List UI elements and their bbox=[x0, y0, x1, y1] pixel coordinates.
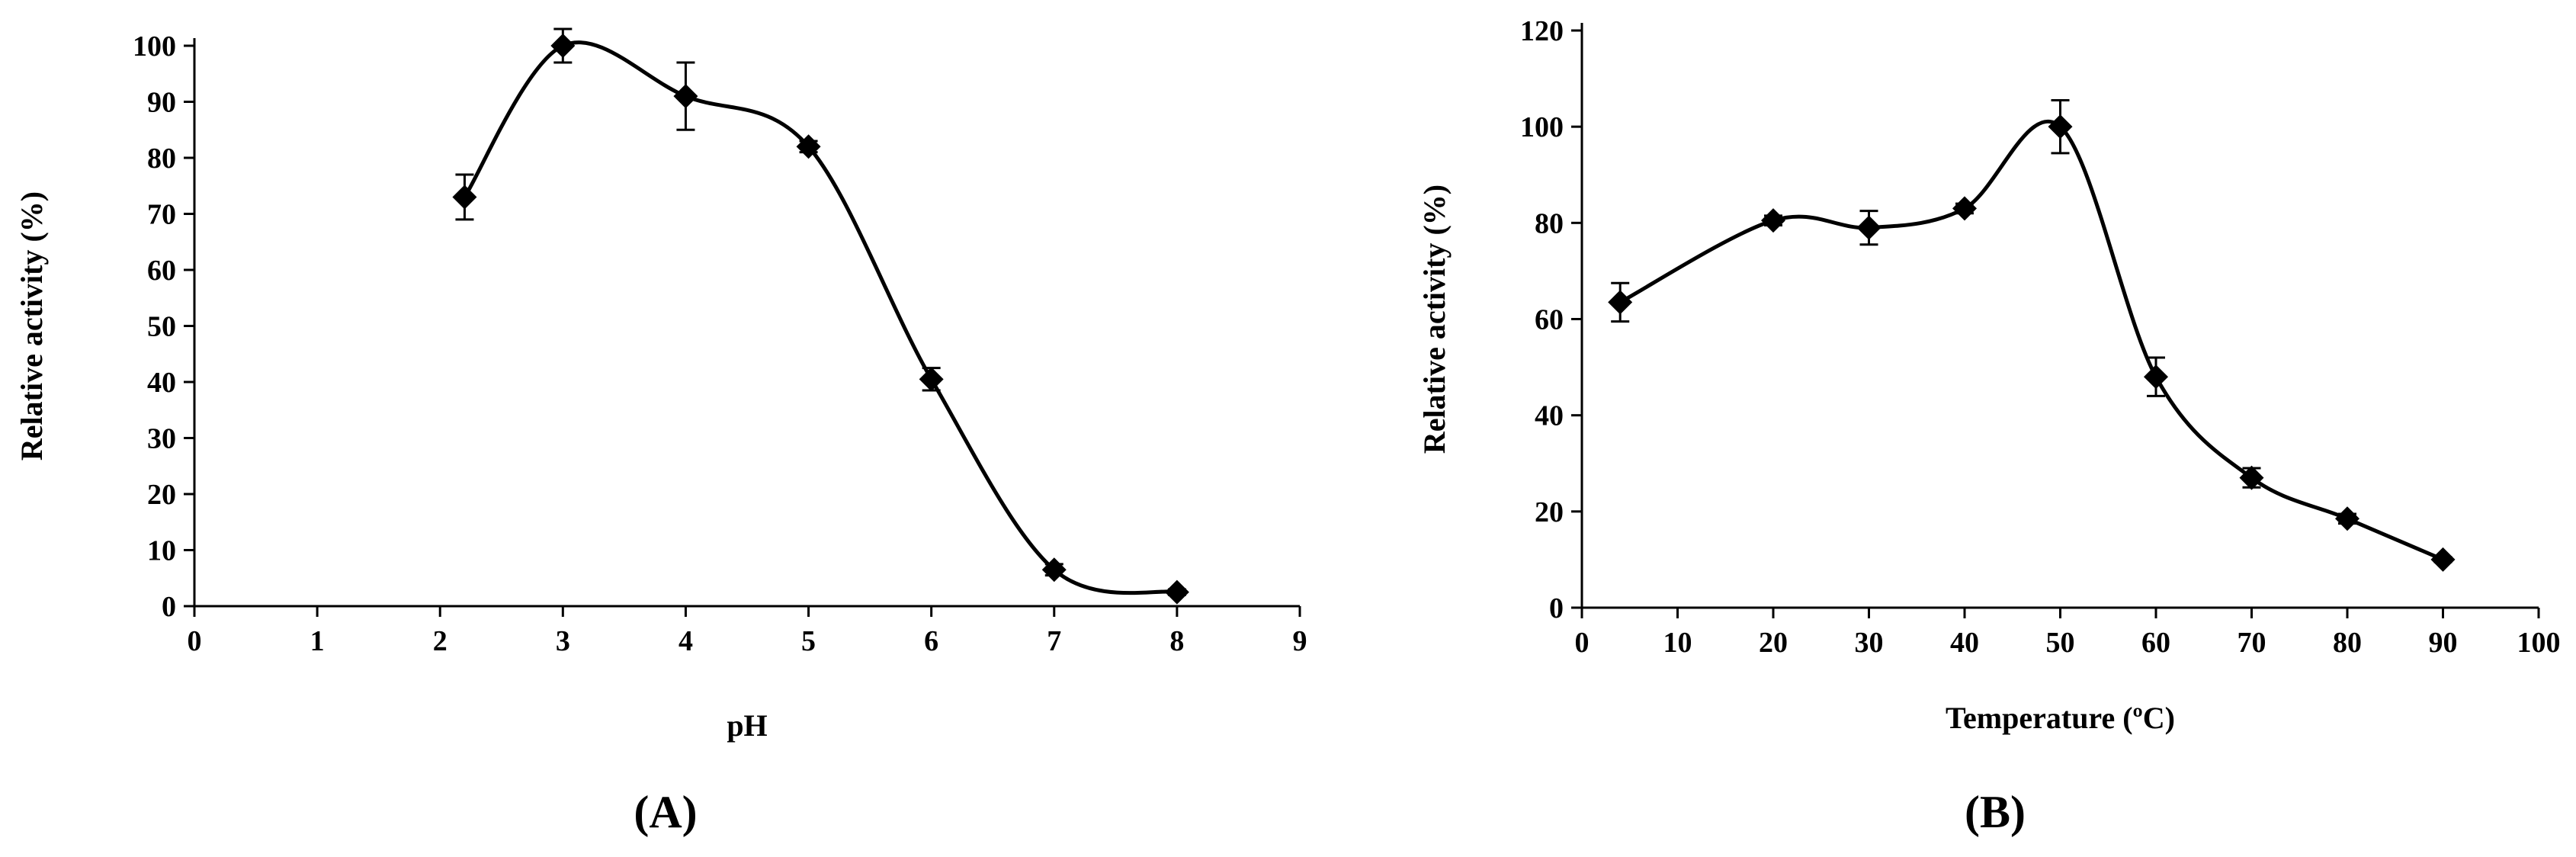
x-tick-label-a: 3 bbox=[556, 625, 570, 657]
y-tick-label-b: 120 bbox=[1520, 15, 1564, 47]
data-point-b bbox=[2048, 114, 2073, 140]
series-line-a bbox=[463, 40, 1178, 595]
x-tick-label-a: 6 bbox=[924, 625, 938, 657]
y-tick-label-a: 30 bbox=[147, 423, 176, 455]
y-tick-label-b: 0 bbox=[1549, 592, 1564, 624]
x-tick-label-b: 0 bbox=[1575, 627, 1590, 659]
x-tick-label-b: 20 bbox=[1759, 627, 1788, 659]
x-tick-label-b: 10 bbox=[1663, 627, 1692, 659]
data-point-b bbox=[2144, 364, 2168, 390]
y-tick-label-b: 60 bbox=[1535, 304, 1564, 336]
chart-panel-a: 0 10 20 30 40 50 60 70 80 90 100 0 1 2 3 4 5 6 7 8 9 pH Relati… bbox=[14, 27, 1307, 837]
x-tick-label-b: 40 bbox=[1950, 627, 1979, 659]
data-point-a bbox=[1041, 557, 1067, 583]
x-tick-label-b: 90 bbox=[2429, 627, 2458, 659]
series-line-b bbox=[1619, 119, 2444, 562]
x-tick-label-b: 100 bbox=[2517, 627, 2561, 659]
data-point-b bbox=[1856, 215, 1881, 240]
y-tick-label-a: 80 bbox=[147, 143, 176, 175]
data-point-b bbox=[1761, 208, 1785, 233]
data-point-a bbox=[550, 34, 576, 58]
data-point-b bbox=[2239, 465, 2264, 490]
data-point-a bbox=[452, 185, 477, 210]
y-tick-label-a: 70 bbox=[147, 199, 176, 231]
data-point-a bbox=[796, 134, 821, 159]
x-axis-title-a: pH bbox=[727, 708, 767, 743]
x-tick-label-b: 50 bbox=[2046, 627, 2075, 659]
y-tick-label-a: 60 bbox=[147, 255, 176, 287]
y-tick-label-a: 20 bbox=[147, 479, 176, 511]
y-tick-label-a: 50 bbox=[147, 311, 176, 343]
x-tick-label-a: 5 bbox=[801, 625, 816, 657]
y-tick-label-a: 90 bbox=[147, 87, 176, 119]
y-tick-label-a: 0 bbox=[162, 591, 176, 623]
x-tick-label-a: 1 bbox=[310, 625, 325, 657]
x-tick-label-a: 2 bbox=[433, 625, 448, 657]
data-point-a bbox=[919, 367, 944, 392]
y-axis-title-a: Relative activity (%) bbox=[14, 191, 49, 461]
panel-label-b: (B) bbox=[1965, 787, 2026, 837]
data-point-a bbox=[673, 84, 698, 109]
data-point-b bbox=[1952, 196, 1977, 221]
y-tick-label-b: 40 bbox=[1535, 400, 1564, 432]
y-tick-label-a: 40 bbox=[147, 367, 176, 399]
x-tick-label-b: 70 bbox=[2238, 627, 2266, 659]
x-tick-label-a: 0 bbox=[188, 625, 202, 657]
y-tick-label-a: 10 bbox=[147, 535, 176, 567]
y-tick-label-b: 80 bbox=[1535, 207, 1564, 239]
x-tick-label-a: 7 bbox=[1047, 625, 1061, 657]
data-point-b bbox=[1608, 290, 1633, 315]
x-axis-title-b: Temperature (ºC) bbox=[1946, 701, 2175, 735]
x-tick-label-a: 9 bbox=[1293, 625, 1307, 657]
y-tick-label-b: 100 bbox=[1520, 111, 1564, 143]
chart-panel-b: 0 20 40 60 80 100 120 0 10 20 30 40 50 60 70 80 90 100 Tem… bbox=[1417, 15, 2561, 837]
data-point-b bbox=[2430, 547, 2456, 572]
x-tick-label-a: 4 bbox=[678, 625, 693, 657]
x-tick-label-b: 60 bbox=[2141, 627, 2170, 659]
x-tick-label-b: 30 bbox=[1855, 627, 1884, 659]
x-tick-label-b: 80 bbox=[2333, 627, 2362, 659]
x-tick-label-a: 8 bbox=[1169, 625, 1184, 657]
panel-label-a: (A) bbox=[634, 787, 697, 837]
data-point-a bbox=[1164, 579, 1189, 605]
y-axis-title-b: Relative activity (%) bbox=[1417, 185, 1452, 454]
data-point-b bbox=[2335, 506, 2359, 531]
y-tick-label-a: 100 bbox=[133, 30, 176, 63]
y-tick-label-b: 20 bbox=[1535, 496, 1564, 528]
